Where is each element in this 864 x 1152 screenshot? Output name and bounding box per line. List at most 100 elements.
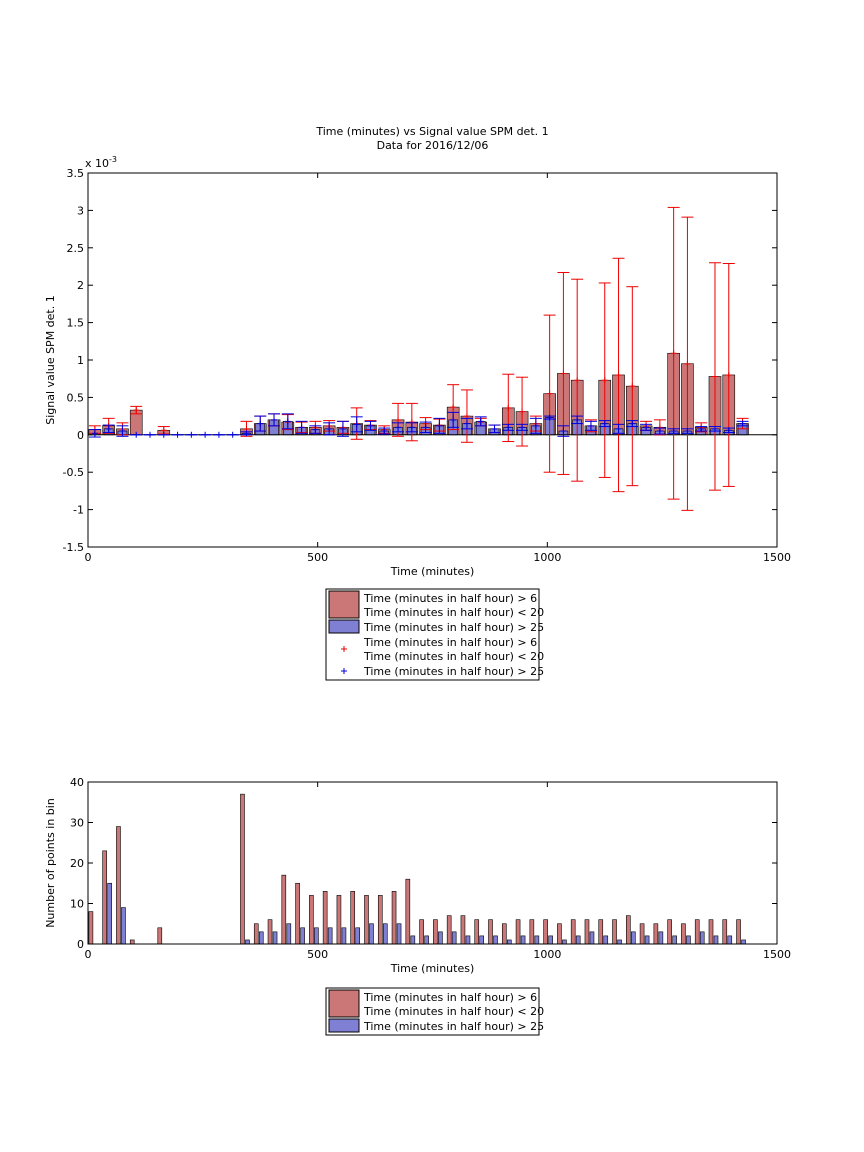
error-bar: [254, 415, 267, 432]
x-tick-label: 500: [307, 551, 328, 564]
legend-label: Time (minutes in half hour) < 20: [363, 1005, 544, 1018]
bar: [543, 919, 548, 945]
error-bar: [695, 425, 708, 432]
error-bar: [336, 420, 349, 437]
marker: [574, 416, 581, 423]
bar: [653, 923, 659, 945]
bar: [258, 931, 264, 945]
bar: [529, 919, 535, 945]
marker: [395, 424, 402, 431]
bar: [520, 935, 526, 945]
marker: [188, 431, 195, 438]
bar: [451, 931, 457, 945]
marker: [711, 373, 718, 380]
error-bar: [502, 423, 515, 431]
error-bar: [199, 431, 212, 438]
y-axis-label: Number of points in bin: [44, 798, 57, 928]
y-tick-label: 0.5: [67, 391, 85, 404]
bar: [708, 919, 714, 945]
marker: [505, 404, 512, 411]
error-bar: [543, 414, 556, 421]
marker: [339, 425, 346, 432]
error-bar: [488, 424, 501, 434]
bar: [88, 911, 94, 945]
axis-multiplier: x 10-3: [85, 155, 117, 170]
bar: [341, 927, 347, 945]
error-bar: [268, 413, 281, 427]
error-bar: [88, 429, 101, 438]
bar: [240, 793, 245, 945]
bar: [631, 931, 636, 945]
marker: [312, 426, 319, 433]
marker: [147, 431, 154, 438]
bar: [589, 931, 595, 945]
bar: [506, 939, 512, 945]
legend-label: Time (minutes in half hour) > 6: [363, 592, 537, 605]
error-bar: [212, 431, 225, 438]
error-bar: [419, 421, 432, 434]
error-bar: [708, 262, 721, 491]
bar: [570, 919, 576, 945]
error-bar: [598, 282, 611, 478]
legend: [325, 987, 540, 1036]
legend-label: Time (minutes in half hour) < 20: [363, 606, 544, 619]
legend-label: Time (minutes in half hour) > 25: [363, 1020, 544, 1033]
marker: [243, 430, 250, 437]
y-tick-label: 0: [77, 429, 84, 442]
error-bar: [309, 425, 322, 434]
bar: [612, 919, 617, 945]
marker: [463, 420, 470, 427]
bar: [314, 927, 319, 945]
chart-title: Time (minutes) vs Signal value SPM det. …: [315, 125, 548, 138]
y-tick-label: 3: [77, 204, 84, 217]
marker: [546, 390, 553, 397]
error-bar: [516, 423, 529, 431]
y-tick-label: 10: [70, 898, 84, 911]
marker: [160, 431, 167, 438]
bar: [391, 891, 397, 945]
error-bar: [405, 422, 418, 433]
legend-label: Time (minutes in half hour) > 25: [363, 621, 544, 634]
bar: [322, 891, 328, 945]
marker: [670, 428, 677, 435]
error-bar: [433, 417, 446, 434]
marker: [133, 407, 140, 414]
bar: [727, 935, 733, 945]
marker: [643, 424, 650, 431]
marker: [450, 416, 457, 423]
bar: [157, 927, 163, 945]
bar: [493, 935, 498, 945]
error-bar: [626, 286, 639, 487]
bar: [713, 935, 719, 945]
bar: [424, 935, 429, 945]
marker: [408, 424, 415, 431]
marker: [560, 428, 567, 435]
bar: [626, 915, 631, 945]
bar: [364, 895, 369, 945]
marker: [271, 416, 278, 423]
error-bar: [571, 415, 584, 425]
bar: [419, 919, 424, 945]
axes-frame: [87, 172, 778, 548]
y-tick-label: 2: [77, 279, 84, 292]
marker: [284, 418, 291, 425]
bar: [501, 923, 507, 945]
bar: [575, 935, 581, 945]
marker: [615, 371, 622, 378]
bar: [474, 919, 480, 945]
bar: [253, 923, 259, 945]
bar: [465, 935, 471, 945]
marker: [91, 430, 98, 437]
bar: [281, 874, 287, 945]
marker: [436, 422, 443, 429]
y-tick-label: 2.5: [67, 242, 85, 255]
bar: [644, 935, 650, 945]
x-axis-label: Time (minutes): [390, 565, 475, 578]
bar: [548, 935, 553, 945]
bar: [327, 927, 333, 945]
bar: [515, 919, 521, 945]
marker: [519, 408, 526, 415]
error-bar: [171, 431, 184, 438]
